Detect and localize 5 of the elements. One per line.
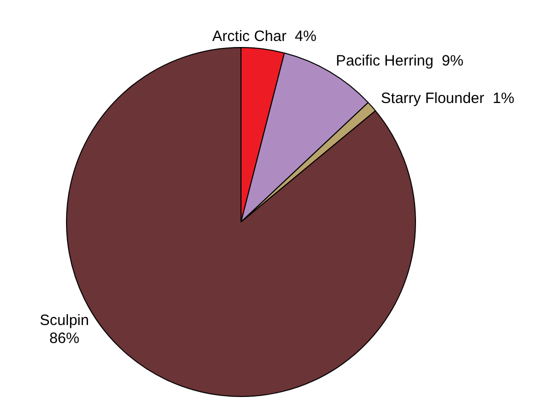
slice-label: Starry Flounder 1% bbox=[380, 90, 514, 107]
data-label: 86% bbox=[49, 330, 80, 348]
slice-label: Sculpin bbox=[40, 312, 89, 330]
slice-label: Arctic Char 4% bbox=[212, 28, 316, 46]
slice-label: Pacific Herring 9% bbox=[336, 52, 464, 70]
